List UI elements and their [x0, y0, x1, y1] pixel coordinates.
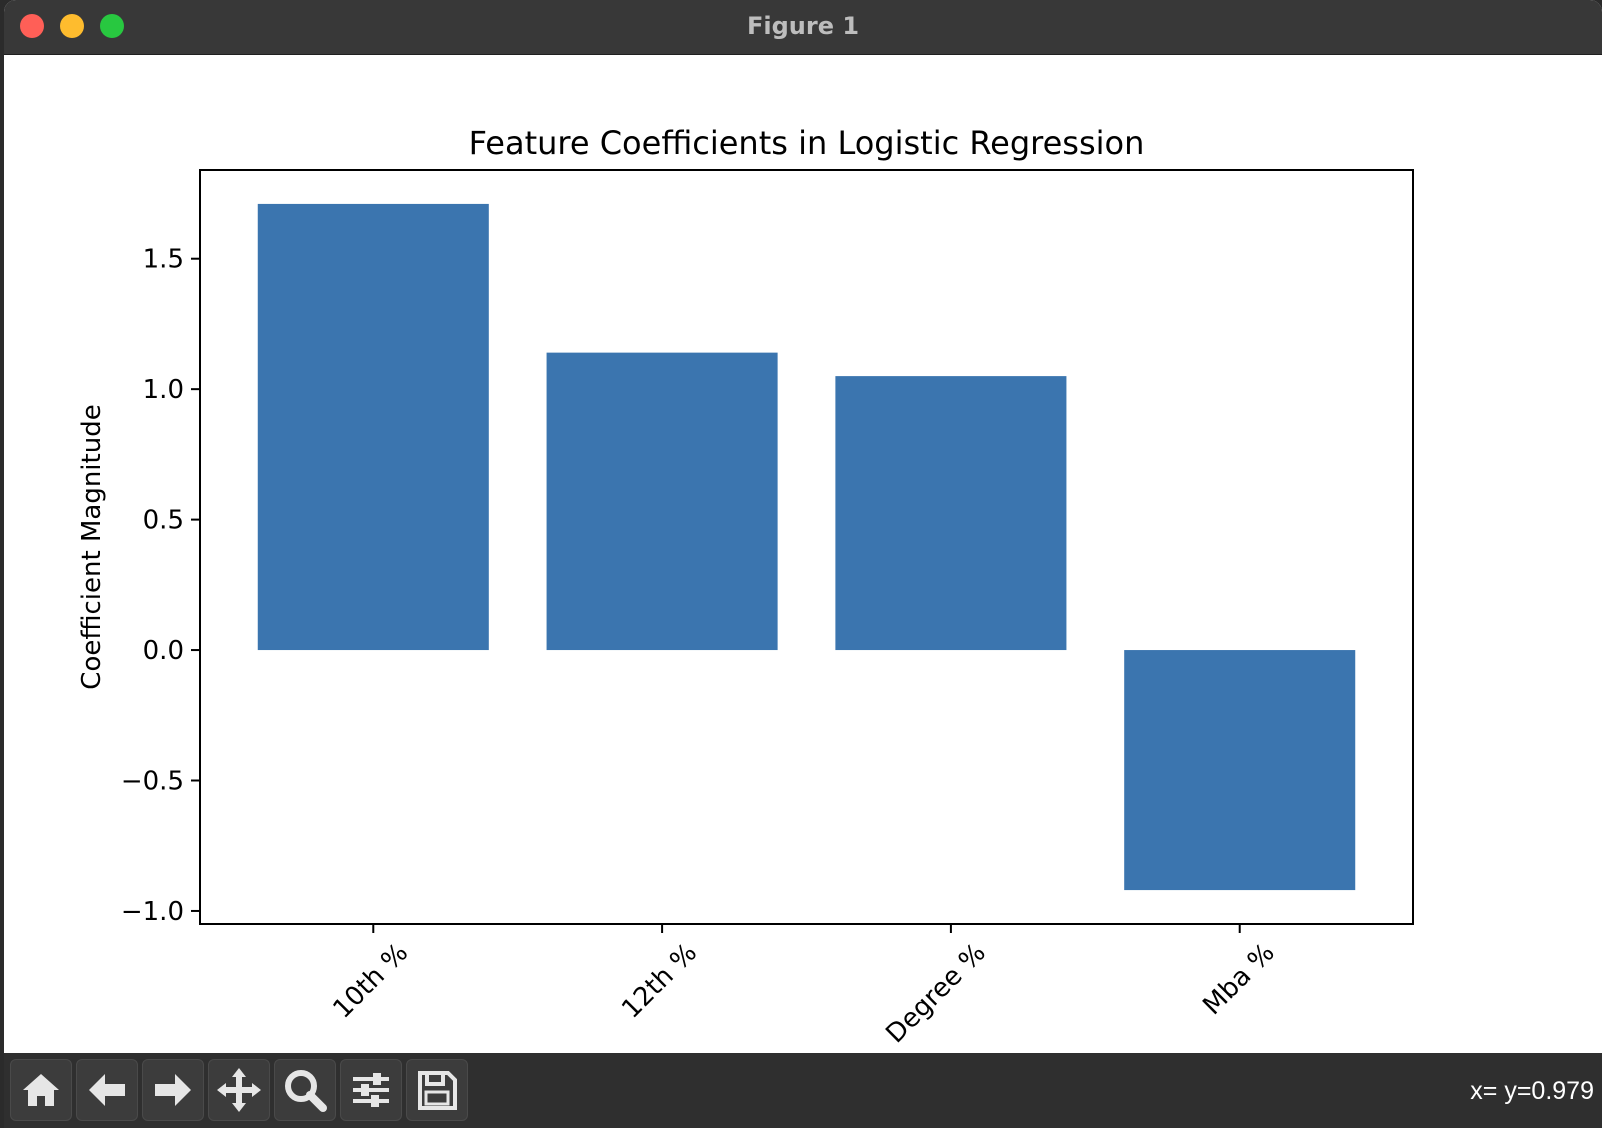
minimize-window-button[interactable] — [60, 14, 84, 38]
y-tick-label: 0.5 — [143, 506, 184, 536]
y-tick-label: 0.0 — [143, 636, 184, 666]
chart-title: Feature Coefficients in Logistic Regress… — [469, 124, 1145, 162]
floppy-disk-icon — [418, 1071, 457, 1110]
sliders-icon — [353, 1073, 389, 1107]
bar-2 — [546, 352, 778, 651]
y-tick-label: −0.5 — [121, 767, 184, 797]
title-bar: Figure 1 — [4, 0, 1602, 55]
bar-1 — [257, 203, 489, 651]
x-tick-label: 10th % — [327, 938, 414, 1025]
figure-canvas: Feature Coefficients in Logistic Regress… — [4, 55, 1602, 1053]
y-tick-label: −1.0 — [121, 897, 184, 927]
x-tick-label: Mba % — [1197, 938, 1280, 1021]
back-button[interactable] — [76, 1059, 138, 1121]
cursor-coordinates: x= y=0.979 — [1470, 1077, 1594, 1105]
forward-button[interactable] — [142, 1059, 204, 1121]
magnifier-icon — [285, 1070, 327, 1112]
save-button[interactable] — [406, 1059, 468, 1121]
pan-button[interactable] — [208, 1059, 270, 1121]
plot-frame — [199, 169, 1414, 925]
bar-3 — [835, 376, 1067, 651]
arrow-left-icon — [89, 1074, 125, 1106]
maximize-window-button[interactable] — [100, 14, 124, 38]
configure-subplots-button[interactable] — [340, 1059, 402, 1121]
close-window-button[interactable] — [20, 14, 44, 38]
bar-chart: Feature Coefficients in Logistic Regress… — [77, 124, 1414, 1049]
arrow-right-icon — [155, 1074, 191, 1106]
home-button[interactable] — [10, 1059, 72, 1121]
y-axis-label: Coefficient Magnitude — [77, 404, 107, 689]
window-title: Figure 1 — [746, 12, 860, 40]
x-tick-label: Degree % — [880, 938, 991, 1049]
figure-window: Figure 1 Feature Coefficients in Logisti… — [4, 0, 1602, 1128]
zoom-button[interactable] — [274, 1059, 336, 1121]
y-tick-label: 1.0 — [143, 375, 184, 405]
x-tick-label: 12th % — [616, 938, 703, 1025]
y-tick-label: 1.5 — [143, 245, 184, 275]
bar-4 — [1124, 650, 1356, 891]
move-icon — [217, 1068, 261, 1112]
navigation-toolbar: x= y=0.979 — [4, 1053, 1602, 1128]
home-icon — [23, 1074, 59, 1106]
